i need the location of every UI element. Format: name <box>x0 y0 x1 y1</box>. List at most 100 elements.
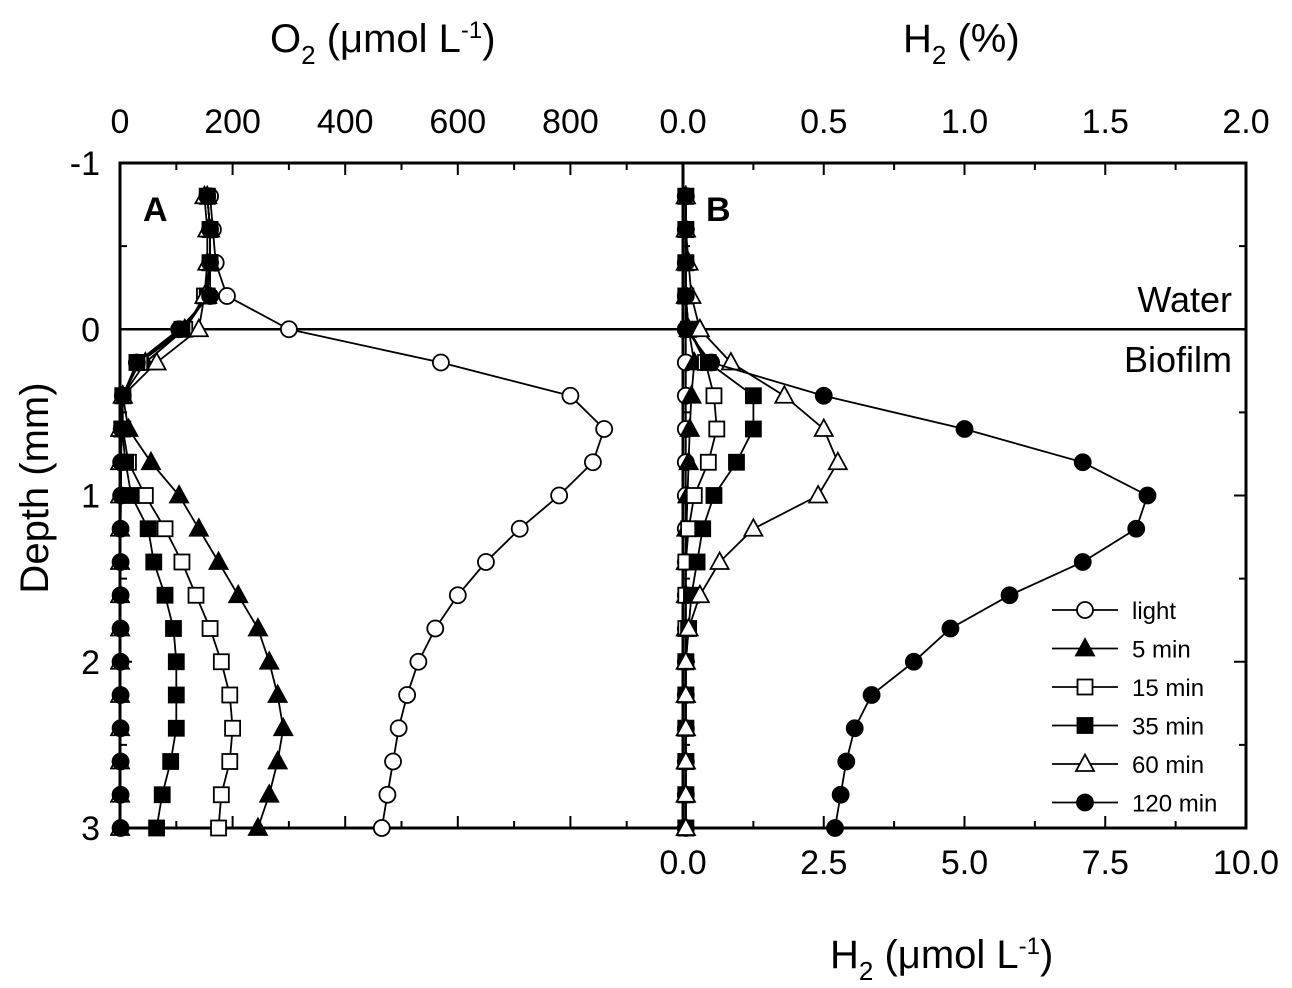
data-point <box>168 484 190 504</box>
data-point <box>112 486 131 505</box>
o2-axis-title-sub: 2 <box>301 40 315 70</box>
data-point <box>378 785 397 804</box>
data-point <box>680 384 702 404</box>
data-point <box>111 686 130 704</box>
data-point <box>167 653 185 671</box>
data-point <box>510 519 529 538</box>
data-point <box>153 786 171 804</box>
depth-tick-label: 2 <box>81 644 100 682</box>
legend-item: 15 min <box>1052 675 1204 702</box>
data-point <box>685 487 703 504</box>
legend-marker <box>1076 793 1094 812</box>
data-point <box>247 816 269 836</box>
data-point <box>170 320 189 339</box>
data-point <box>389 719 408 738</box>
legend-marker <box>1076 601 1094 619</box>
data-point <box>111 652 130 671</box>
data-point <box>941 619 960 638</box>
data-point <box>272 716 294 737</box>
o2-tick-label: 400 <box>317 103 374 141</box>
h2-umol-title-end: ) <box>1040 933 1053 977</box>
data-point <box>1138 486 1157 505</box>
data-point <box>212 653 230 671</box>
data-point <box>827 450 849 471</box>
data-point <box>837 752 856 771</box>
data-point <box>676 320 695 339</box>
data-point <box>372 819 391 837</box>
data-point <box>145 553 163 571</box>
data-point <box>201 287 219 305</box>
water-label: Water <box>1137 279 1232 320</box>
data-point <box>198 187 217 206</box>
h2-percent-tick-label: 2.0 <box>1222 103 1269 141</box>
h2-umol-title-rest: (μmol L <box>873 933 1018 977</box>
data-point <box>705 487 723 504</box>
h2-umol-title-sub: 2 <box>859 956 873 986</box>
data-point <box>140 450 162 471</box>
data-point <box>139 520 157 538</box>
o2-tick-label: 600 <box>429 103 486 141</box>
data-point <box>584 453 602 472</box>
depth-tick-label: 1 <box>81 478 100 516</box>
data-point <box>689 317 711 338</box>
data-point <box>955 420 974 438</box>
data-point <box>678 617 700 637</box>
data-point <box>813 417 835 437</box>
data-point <box>162 753 180 770</box>
data-point <box>113 386 132 405</box>
data-point <box>689 583 711 604</box>
data-point <box>156 520 174 538</box>
legend-marker <box>1074 752 1096 772</box>
legend-marker <box>1076 717 1094 734</box>
data-point <box>208 550 230 570</box>
panel-label-a: A <box>143 191 168 229</box>
legend-label: 15 min <box>1132 675 1204 702</box>
data-point <box>426 619 445 638</box>
h2-umol-tick-label: 7.5 <box>1082 844 1129 882</box>
o2-tick-label: 200 <box>204 103 261 141</box>
data-point <box>675 650 697 670</box>
data-point <box>111 586 130 605</box>
data-point <box>675 783 697 803</box>
data-point <box>409 652 428 671</box>
depth-tick-label: 3 <box>81 810 100 848</box>
data-point <box>156 586 174 604</box>
legend-label: 60 min <box>1132 752 1204 779</box>
data-point <box>862 686 881 704</box>
h2-umol-tick-label: 2.5 <box>800 844 847 882</box>
legend-item: 5 min <box>1052 637 1191 664</box>
data-point <box>675 816 697 836</box>
data-point <box>247 617 269 637</box>
data-point <box>221 753 239 770</box>
data-point <box>675 683 697 703</box>
data-point <box>904 652 923 671</box>
data-point <box>111 553 130 571</box>
h2-umol-tick-label: 0.0 <box>659 844 706 882</box>
data-point <box>258 783 280 803</box>
data-point <box>744 387 762 405</box>
series-a-120-min <box>111 187 219 837</box>
h2-umol-tick-label: 10.0 <box>1213 844 1279 882</box>
data-point <box>676 187 695 206</box>
data-point <box>807 484 829 504</box>
data-point <box>432 353 450 372</box>
h2-percent-tick-label: 1.0 <box>941 103 988 141</box>
data-point <box>676 220 695 239</box>
data-point <box>595 420 614 438</box>
legend-item: 60 min <box>1052 752 1204 779</box>
series-b-60-min <box>675 184 849 836</box>
data-point <box>111 785 130 804</box>
series-a-60-min <box>110 184 218 836</box>
data-point <box>267 683 289 703</box>
h2-percent-title-main: H <box>903 17 932 61</box>
o2-axis-title-sup: -1 <box>461 17 482 44</box>
data-point <box>688 553 706 571</box>
data-point <box>448 586 467 605</box>
legend-label: 120 min <box>1132 791 1217 818</box>
data-point <box>477 553 495 571</box>
data-point <box>173 553 191 571</box>
data-point <box>1073 553 1092 571</box>
data-point <box>279 320 298 339</box>
series-line <box>209 196 606 829</box>
data-point <box>111 719 130 738</box>
